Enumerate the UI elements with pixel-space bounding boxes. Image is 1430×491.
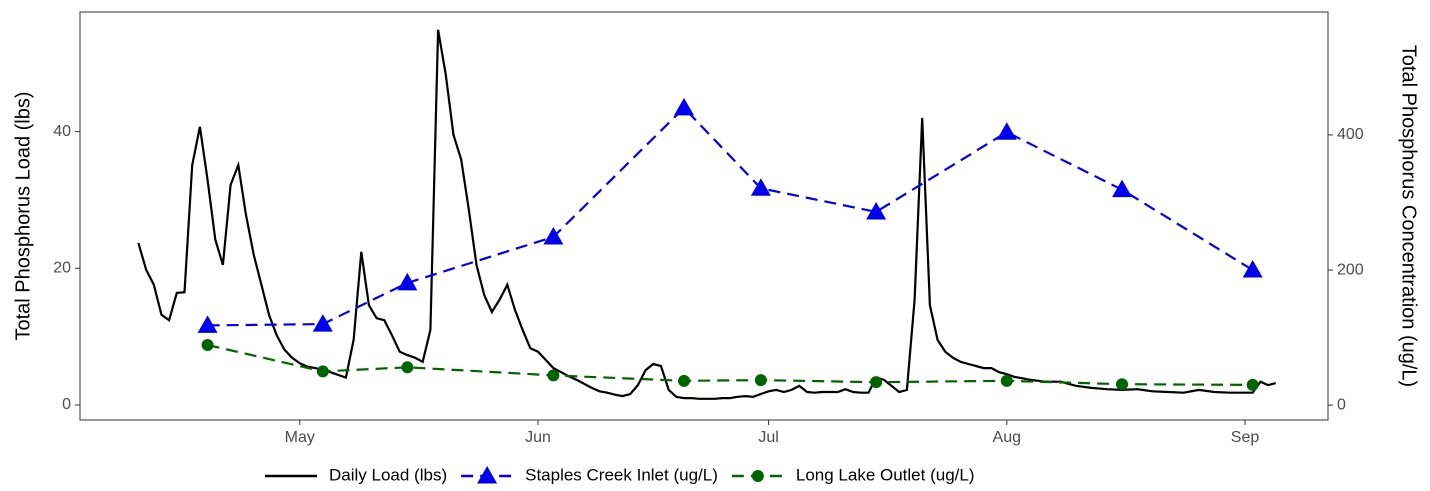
y-tick-label: 20 — [53, 260, 71, 277]
x-tick-label: Sep — [1231, 429, 1260, 446]
series-line — [137, 29, 1276, 400]
y-tick-label: 40 — [53, 123, 71, 140]
x-tick-label: May — [285, 429, 315, 446]
y-tick-label: 0 — [62, 396, 71, 413]
y2-tick-label: 400 — [1337, 126, 1364, 143]
marker-triangle — [1112, 179, 1133, 198]
marker-circle — [1116, 378, 1129, 391]
series-line — [207, 343, 1253, 386]
marker-circle — [547, 369, 560, 382]
marker-circle — [754, 374, 767, 387]
marker-triangle — [996, 122, 1017, 140]
marker-triangle — [543, 226, 564, 245]
legend-label: Staples Creek Inlet (ug/L) — [525, 465, 718, 484]
marker-triangle — [197, 315, 218, 333]
legend-marker — [477, 466, 498, 484]
marker-circle — [678, 374, 691, 387]
marker-circle — [1000, 374, 1013, 387]
marker-triangle — [750, 178, 771, 196]
marker-circle — [316, 365, 329, 378]
marker-triangle — [397, 272, 418, 291]
legend-marker — [751, 470, 764, 482]
x-tick-label: Jun — [525, 429, 551, 446]
x-tick-label: Jul — [758, 429, 778, 446]
y2-axis-title: Total Phosphorus Concentration (ug/L) — [1398, 45, 1420, 387]
marker-triangle — [1242, 260, 1263, 278]
marker-triangle — [674, 97, 695, 116]
marker-circle — [870, 376, 883, 389]
marker-triangle — [312, 314, 333, 332]
y2-tick-label: 0 — [1337, 396, 1346, 413]
marker-circle — [401, 361, 414, 374]
series-line — [207, 106, 1254, 327]
marker-circle — [1246, 378, 1259, 391]
legend-label: Long Lake Outlet (ug/L) — [796, 465, 975, 484]
x-tick-label: Aug — [993, 429, 1021, 446]
y2-tick-label: 200 — [1337, 261, 1364, 278]
marker-circle — [201, 339, 214, 352]
y-axis-title: Total Phosphorus Load (lbs) — [12, 91, 34, 340]
plot-border — [79, 11, 1329, 421]
legend-label: Daily Load (lbs) — [329, 465, 447, 484]
marker-triangle — [866, 201, 887, 220]
